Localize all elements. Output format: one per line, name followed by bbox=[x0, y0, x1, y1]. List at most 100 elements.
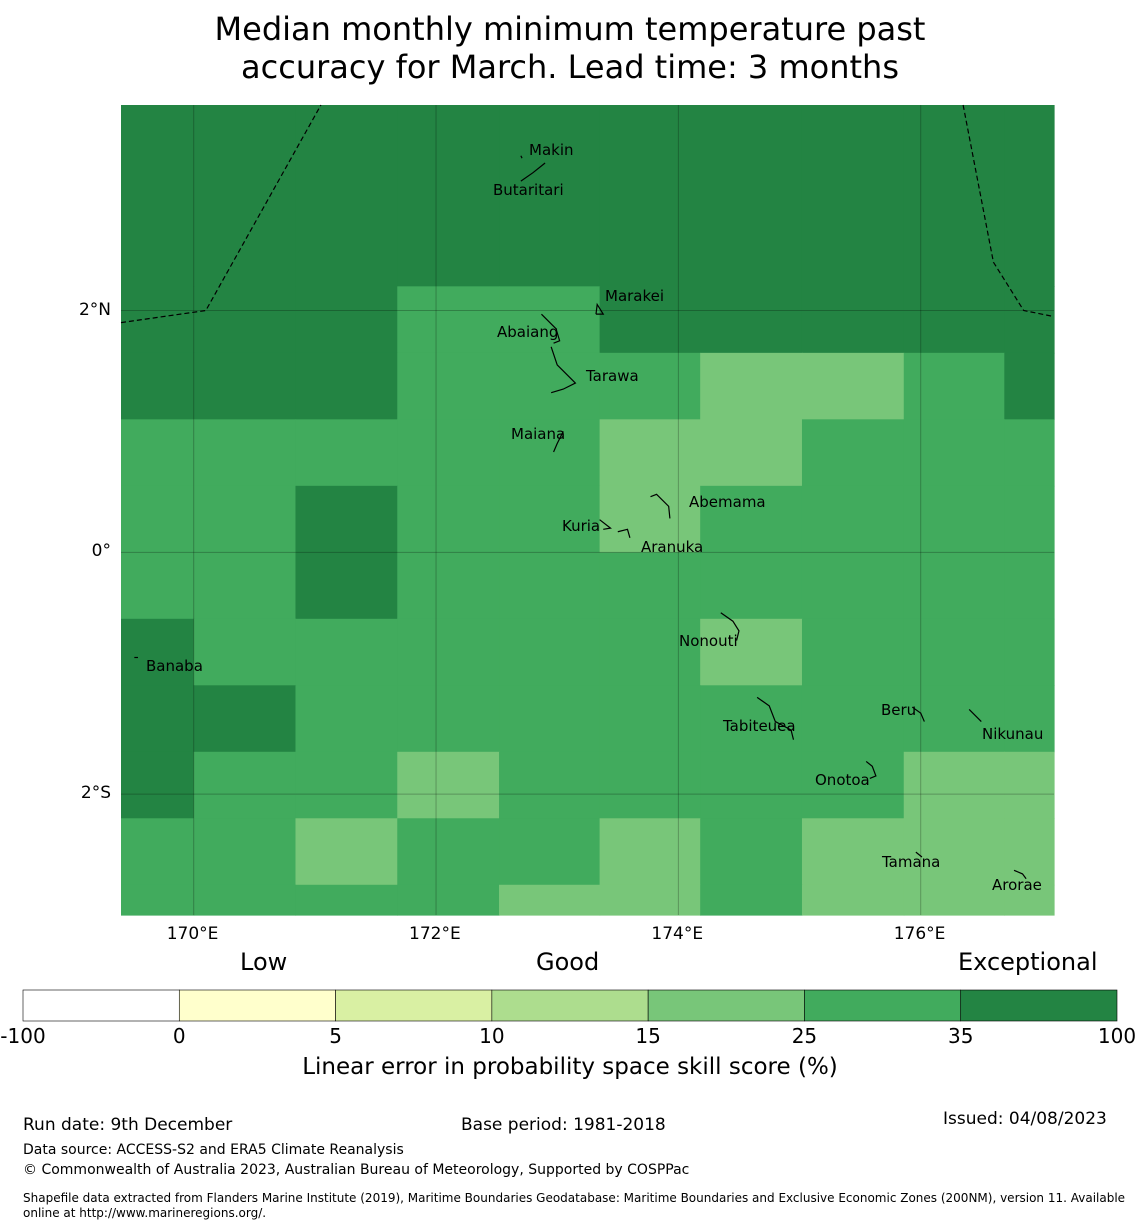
grid-cell bbox=[295, 618, 398, 686]
island-label: Maiana bbox=[511, 425, 565, 443]
grid-cell bbox=[903, 685, 1005, 753]
grid-cell bbox=[903, 485, 1005, 553]
grid-cell bbox=[121, 419, 195, 487]
colorbar-tick-label: 10 bbox=[479, 1024, 505, 1048]
grid-cell bbox=[397, 419, 500, 487]
grid-cell bbox=[801, 818, 905, 886]
grid-cell bbox=[397, 286, 500, 354]
grid-cell bbox=[121, 286, 195, 354]
grid-cell bbox=[801, 419, 905, 487]
grid-cell bbox=[700, 685, 803, 753]
grid-cell bbox=[599, 685, 701, 753]
grid-cell bbox=[397, 818, 500, 886]
island-label: Tamana bbox=[881, 853, 940, 871]
grid-cell bbox=[1004, 685, 1055, 753]
grid-cell bbox=[193, 286, 297, 354]
grid-cell bbox=[1004, 618, 1055, 686]
grid-cell bbox=[903, 286, 1005, 354]
grid-cell bbox=[121, 818, 195, 886]
colorbar-tick-label: 25 bbox=[791, 1024, 818, 1048]
grid-cell bbox=[801, 751, 905, 819]
island-label: Nonouti bbox=[679, 632, 738, 650]
grid-cell bbox=[903, 352, 1005, 420]
grid-cell bbox=[801, 105, 905, 287]
island-outline bbox=[756, 696, 795, 740]
grid-cell bbox=[193, 685, 297, 753]
grid-cell bbox=[397, 751, 500, 819]
grid-cell bbox=[1004, 751, 1055, 819]
grid-cell bbox=[1004, 286, 1055, 354]
island-outline bbox=[595, 302, 605, 315]
grid-cell bbox=[700, 618, 803, 686]
grid-cell bbox=[1004, 352, 1055, 420]
grid-cell bbox=[700, 884, 803, 916]
island-label: Arorae bbox=[992, 876, 1042, 894]
grid-cell bbox=[295, 352, 398, 420]
lon-tick-label: 174°E bbox=[651, 924, 704, 944]
grid-cell bbox=[700, 485, 803, 553]
colorbar bbox=[22, 989, 1118, 1022]
grid-cell bbox=[700, 419, 803, 487]
grid-cell bbox=[599, 105, 701, 287]
island-outline bbox=[550, 346, 577, 394]
island-outline bbox=[911, 706, 925, 722]
grid-cell bbox=[397, 552, 500, 620]
grid-cell bbox=[193, 818, 297, 886]
grid-cell bbox=[801, 685, 905, 753]
grid-cell bbox=[599, 352, 701, 420]
grid-cell bbox=[193, 105, 297, 287]
grid-cell bbox=[397, 352, 500, 420]
grid-cell bbox=[121, 105, 195, 287]
colorbar-segment bbox=[960, 989, 1118, 1022]
grid-cell bbox=[599, 286, 701, 354]
grid-cell bbox=[599, 485, 701, 553]
island-label: Banaba bbox=[146, 657, 203, 675]
island-outline bbox=[520, 162, 546, 182]
grid-cell bbox=[193, 419, 297, 487]
grid-cell bbox=[700, 286, 803, 354]
run-date: Run date: 9th December bbox=[23, 1115, 233, 1135]
island-label: Tarawa bbox=[585, 367, 639, 385]
grid-cell bbox=[903, 105, 1005, 287]
grid-cell bbox=[499, 751, 601, 819]
colorbar-category-good: Good bbox=[536, 948, 600, 976]
grid-cell bbox=[193, 485, 297, 553]
island-outline bbox=[650, 493, 671, 519]
lon-tick-label: 170°E bbox=[166, 924, 219, 944]
eez-boundary bbox=[962, 104, 1055, 318]
title-line-2: accuracy for March. Lead time: 3 months bbox=[241, 48, 899, 86]
eez-boundary bbox=[120, 104, 322, 324]
island-outline bbox=[599, 519, 612, 530]
copyright: © Commonwealth of Australia 2023, Austra… bbox=[23, 1162, 690, 1178]
grid-cell bbox=[1004, 552, 1055, 620]
grid-cell bbox=[121, 751, 195, 819]
grid-cell bbox=[121, 618, 195, 686]
base-period: Base period: 1981-2018 bbox=[461, 1115, 666, 1135]
grid-cell bbox=[801, 618, 905, 686]
grid-cell bbox=[903, 618, 1005, 686]
lon-tick-label: 176°E bbox=[893, 924, 946, 944]
colorbar-category-low: Low bbox=[240, 948, 288, 976]
grid-cell bbox=[295, 552, 398, 620]
map-canvas: Makin Butaritari Marakei Abaiang Tarawa Maian… bbox=[120, 104, 1055, 916]
island-outline bbox=[617, 528, 631, 538]
island-outline bbox=[968, 709, 982, 722]
colorbar-tick-label: 100 bbox=[1097, 1024, 1137, 1048]
grid-cell bbox=[499, 419, 601, 487]
grid-cell bbox=[801, 485, 905, 553]
lat-tick-label: 2°N bbox=[78, 299, 111, 320]
grid-cell bbox=[700, 751, 803, 819]
colorbar-tick-label: 5 bbox=[329, 1024, 342, 1048]
island-label: Nikunau bbox=[982, 725, 1043, 743]
grid-cell bbox=[801, 884, 905, 916]
grid-cell bbox=[295, 685, 398, 753]
grid-cell bbox=[700, 818, 803, 886]
island-label: Makin bbox=[529, 141, 574, 159]
grid-cell bbox=[1004, 818, 1055, 886]
colorbar-category-exceptional: Exceptional bbox=[958, 948, 1098, 976]
grid-cell bbox=[903, 552, 1005, 620]
colorbar-tick-label: 0 bbox=[172, 1024, 186, 1048]
lon-tick-label: 172°E bbox=[409, 924, 461, 944]
colorbar-tick-label: 35 bbox=[947, 1024, 974, 1048]
colorbar-segment bbox=[491, 989, 649, 1022]
